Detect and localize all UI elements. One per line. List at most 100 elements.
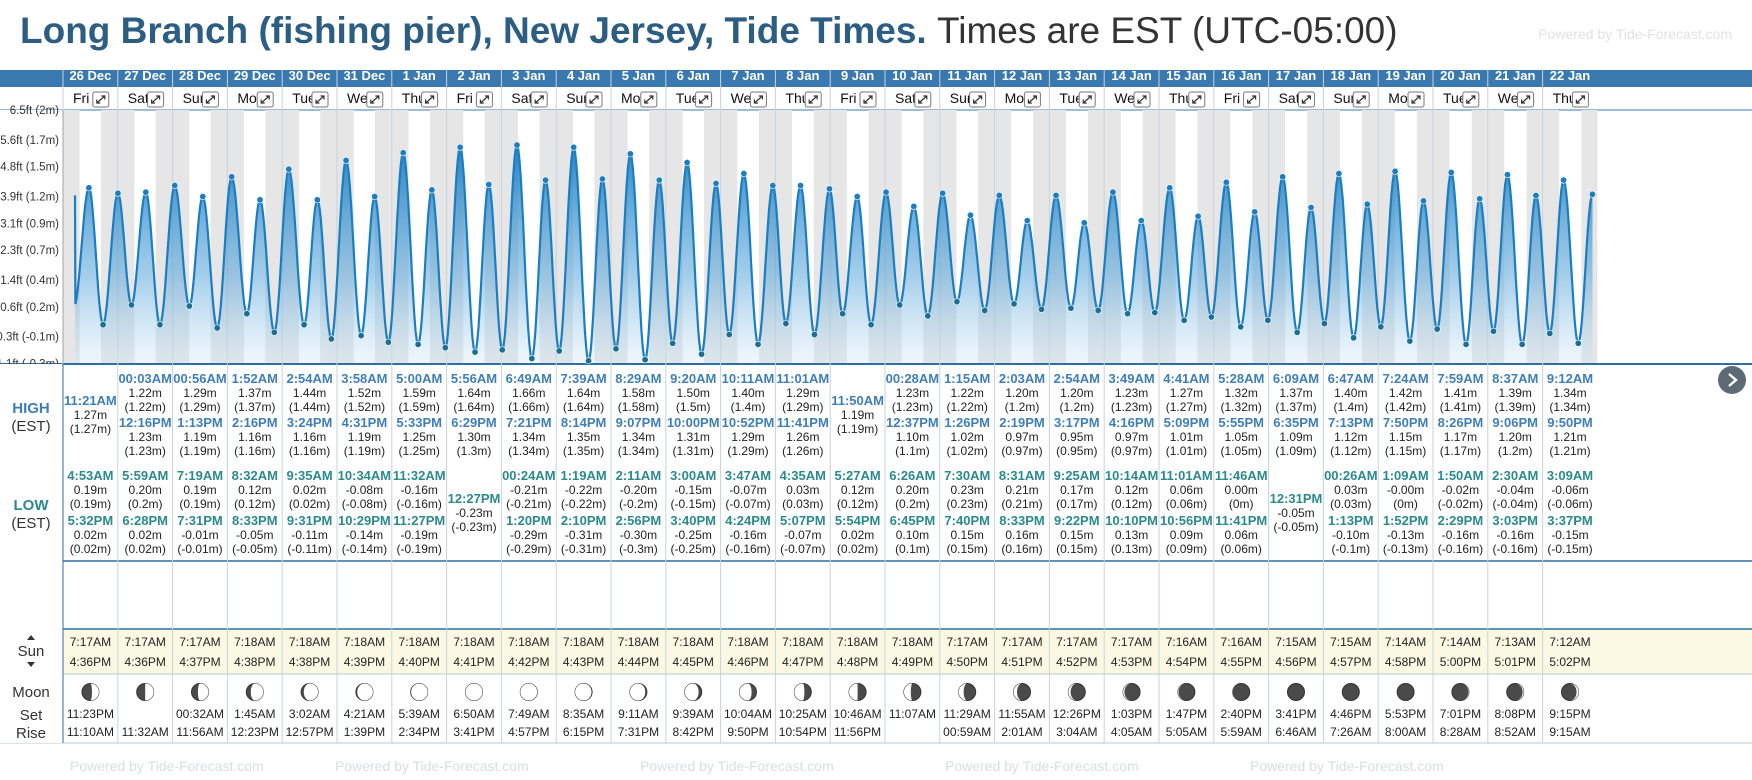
low-tide-height: 0.03m [1334, 483, 1367, 497]
moonrise-time: 6:15PM [563, 725, 604, 739]
high-tide-point [285, 165, 293, 173]
expand-icon[interactable] [1352, 91, 1370, 108]
high-tide-height: 1.29m [786, 386, 819, 400]
expand-arrow [1082, 95, 1092, 104]
high-tide-point [1222, 178, 1230, 186]
footer-powered-by: Powered by Tide-Forecast.com [335, 758, 529, 774]
expand-icon[interactable] [969, 91, 987, 108]
expand-icon[interactable] [1188, 91, 1206, 108]
day-date-label: 12 Jan [1002, 70, 1043, 83]
moonset-time: 9:39AM [673, 707, 714, 721]
sunset-time: 4:39PM [344, 655, 385, 669]
low-tide-time: 9:22PM [1054, 513, 1100, 528]
low-tide-height-metric: (-0.11m) [287, 542, 331, 556]
expand-arrow [589, 95, 599, 104]
expand-icon[interactable] [1243, 91, 1261, 108]
expand-icon[interactable] [201, 91, 219, 108]
expand-icon[interactable] [914, 91, 932, 108]
high-tide-height-metric: (1.44m) [289, 400, 330, 414]
expand-icon[interactable] [1571, 91, 1589, 108]
day-date-label: 7 Jan [731, 70, 764, 83]
expand-icon[interactable] [640, 91, 658, 108]
expand-icon[interactable] [1023, 91, 1041, 108]
scroll-right-icon[interactable] [1718, 366, 1746, 394]
high-tide-height-metric: (1.5m) [676, 400, 711, 414]
low-tide-time: 9:25AM [1054, 468, 1100, 483]
moonset-time: 11:07AM [889, 707, 936, 721]
moon-lit-portion [684, 683, 699, 701]
low-tide-point [384, 338, 392, 346]
low-tide-height-metric: (0.2m) [895, 497, 930, 511]
low-tide-point [213, 324, 221, 332]
moonrise-time: 8:00AM [1385, 725, 1426, 739]
expand-arrow [1575, 95, 1586, 104]
moon-lit-portion [849, 683, 858, 701]
low-tide-height-metric: (0.13m) [1111, 542, 1152, 556]
moonset-time: 3:02AM [289, 707, 330, 721]
high-tide-point [769, 182, 777, 190]
high-tide-time: 11:41PM [777, 415, 829, 430]
day-of-week-label: Sat [511, 90, 532, 106]
moon-lit-portion [1570, 683, 1579, 701]
expand-icon[interactable] [147, 91, 165, 108]
high-tide-time: 5:33PM [396, 415, 442, 430]
low-tide-height-metric: (-0.29m) [506, 542, 551, 556]
high-tide-height-metric: (1.34m) [618, 444, 659, 458]
expand-icon[interactable] [749, 91, 767, 108]
expand-icon[interactable] [256, 91, 274, 108]
high-tide-height-metric: (1.25m) [399, 444, 440, 458]
high-tide-height: 1.10m [896, 430, 929, 444]
expand-icon[interactable] [366, 91, 384, 108]
high-tide-time: 5:28AM [1218, 371, 1264, 386]
sunset-time: 4:38PM [289, 655, 330, 669]
high-tide-point [1080, 219, 1088, 227]
moon-lit-portion [145, 683, 154, 701]
low-tide-height: -0.31m [565, 528, 602, 542]
expand-icon[interactable] [1407, 91, 1425, 108]
low-tide-height-metric: (0.12m) [1111, 497, 1152, 511]
high-tide-height-metric: (1.16m) [289, 444, 330, 458]
expand-icon[interactable] [695, 91, 713, 108]
expand-icon[interactable] [530, 91, 548, 108]
expand-icon[interactable] [475, 91, 493, 108]
expand-icon[interactable] [585, 91, 603, 108]
low-tide-point [981, 306, 989, 314]
sunset-time: 4:49PM [892, 655, 933, 669]
high-tide-point [1447, 168, 1455, 176]
moonset-time: 12:26PM [1053, 707, 1101, 721]
high-tide-point [542, 176, 550, 184]
high-tide-time: 9:12AM [1547, 371, 1593, 386]
high-tide-height: 1.34m [1553, 386, 1586, 400]
expand-icon[interactable] [1462, 91, 1480, 108]
low-tide-time: 9:31PM [287, 513, 333, 528]
y-tick-label: 6.5ft (2m) [10, 105, 59, 117]
low-tide-height-metric: (0m) [1229, 497, 1254, 511]
expand-icon[interactable] [311, 91, 329, 108]
high-tide-height: 1.44m [293, 386, 326, 400]
low-tide-point [641, 356, 649, 364]
expand-icon[interactable] [1297, 91, 1315, 108]
low-tide-point [698, 350, 706, 358]
high-tide-height-metric: (1.32m) [1221, 400, 1262, 414]
expand-icon[interactable] [421, 91, 439, 108]
title-timezone: Times are EST (UTC-05:00) [937, 10, 1398, 51]
expand-icon[interactable] [859, 91, 877, 108]
low-tide-point [1293, 328, 1301, 336]
high-tide-height: 1.12m [1334, 430, 1367, 444]
expand-arrow [972, 95, 983, 104]
sunrise-time: 7:18AM [289, 635, 330, 649]
high-tide-height: 1.34m [622, 430, 655, 444]
footer-powered-by: Powered by Tide-Forecast.com [70, 758, 264, 774]
low-tide-time: 8:33PM [232, 513, 278, 528]
low-tide-time: 1:50AM [1437, 468, 1483, 483]
expand-icon[interactable] [1517, 91, 1535, 108]
high-tide-height: 1.29m [731, 430, 764, 444]
day-of-week-label: Sat [128, 90, 149, 106]
expand-icon[interactable] [92, 91, 110, 108]
expand-icon[interactable] [1133, 91, 1151, 108]
expand-icon[interactable] [804, 91, 822, 108]
day-date-label: 6 Jan [677, 70, 710, 83]
day-date-label: 20 Jan [1440, 70, 1481, 83]
expand-icon[interactable] [1078, 91, 1096, 108]
day-date-label: 11 Jan [947, 70, 987, 83]
